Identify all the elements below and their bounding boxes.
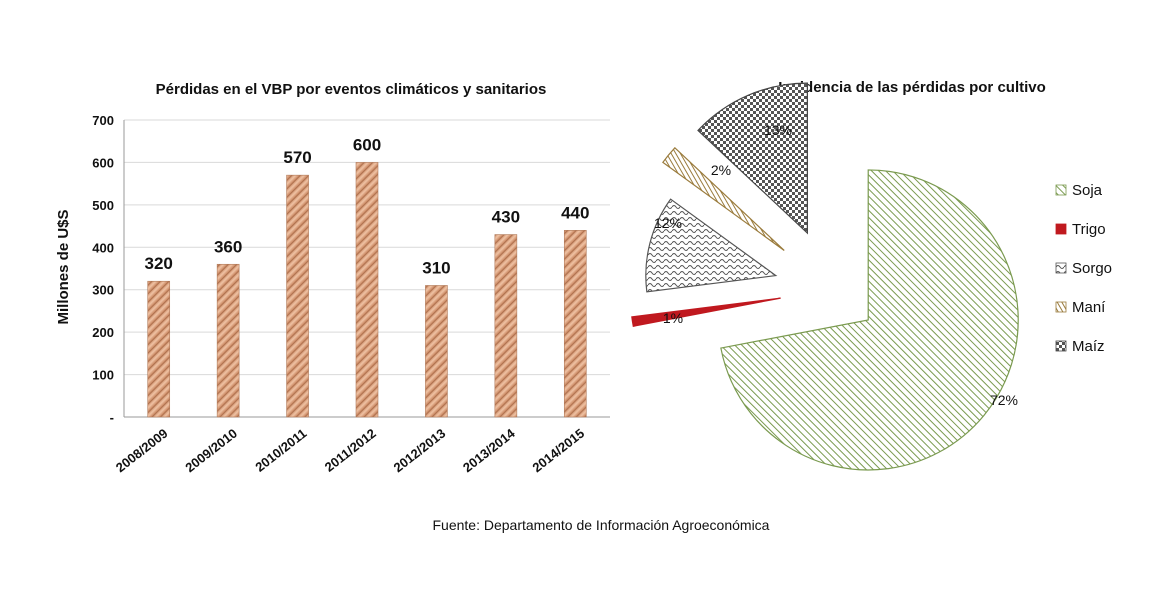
pie-slice-label: 1%	[663, 310, 683, 326]
y-tick-label: 100	[92, 368, 114, 383]
bar-2013/2014	[494, 234, 518, 418]
pie-slice-Trigo	[631, 297, 781, 327]
legend-swatch-Maní	[1055, 301, 1067, 313]
bar-2014/2015	[563, 230, 587, 418]
pie-chart-legend: Soja Trigo Sorgo Maní Maíz	[1055, 182, 1112, 355]
pie-slice-label: 2%	[711, 162, 731, 178]
bar-data-label: 310	[422, 258, 450, 277]
x-tick-label: 2009/2010	[182, 426, 240, 476]
x-tick-label: 2010/2011	[252, 426, 309, 475]
pie-slice-Soja	[720, 169, 1019, 471]
pie-slice-label: 13%	[764, 122, 792, 138]
bar-data-label: 570	[283, 148, 311, 167]
bar-chart-bars	[147, 162, 587, 418]
pie-chart: Incidencia de las pérdidas por cultivo 7…	[631, 79, 1112, 471]
y-tick-label: 300	[92, 283, 114, 298]
source-note: Fuente: Departamento de Información Agro…	[433, 517, 770, 533]
bar-data-label: 320	[145, 254, 173, 273]
bar-2011/2012	[355, 162, 379, 418]
bar-data-label: 440	[561, 203, 589, 222]
bar-2008/2009	[147, 280, 171, 418]
bar-data-label: 600	[353, 135, 381, 154]
x-tick-label: 2013/2014	[460, 425, 518, 475]
legend-swatch-Soja	[1055, 184, 1067, 196]
bar-chart-y-axis-label: Millones de U$S	[55, 209, 72, 324]
bar-2012/2013	[425, 285, 448, 418]
bar-chart-data-labels: 320 360 570 600 310 430 440	[145, 135, 590, 277]
legend-swatch-Trigo	[1055, 223, 1067, 235]
legend-label: Sorgo	[1072, 260, 1112, 277]
bar-2010/2011	[286, 174, 309, 418]
x-tick-label: 2008/2009	[113, 426, 171, 476]
y-tick-label: 600	[92, 155, 114, 170]
pie-slice-Maní	[662, 146, 785, 251]
legend-swatch-Sorgo	[1055, 262, 1067, 274]
y-tick-label: 700	[92, 113, 114, 128]
pie-slice-Maíz	[697, 82, 808, 235]
pie-chart-slice-labels: 72% 1% 12% 2% 13%	[654, 122, 1018, 408]
y-tick-label: 200	[92, 325, 114, 340]
y-tick-label: 400	[92, 240, 114, 255]
legend-label: Maní	[1072, 299, 1106, 316]
legend-label: Soja	[1072, 182, 1103, 199]
legend-label: Trigo	[1072, 221, 1106, 238]
bar-chart-y-axis: - 100 200 300 400 500 600 700	[92, 113, 114, 425]
y-tick-label: -	[110, 410, 114, 425]
bar-data-label: 360	[214, 237, 242, 256]
pie-slice-Sorgo	[645, 198, 778, 293]
pie-chart-title: Incidencia de las pérdidas por cultivo	[778, 79, 1046, 96]
bar-chart: Pérdidas en el VBP por eventos climático…	[55, 81, 610, 475]
pie-chart-slices	[631, 82, 1019, 471]
pie-slice-label: 12%	[654, 215, 682, 231]
bar-chart-title: Pérdidas en el VBP por eventos climático…	[156, 81, 547, 98]
x-tick-label: 2014/2015	[529, 426, 587, 476]
legend-label: Maíz	[1072, 338, 1105, 355]
pie-slice-label: 72%	[990, 392, 1018, 408]
legend-swatch-Maíz	[1055, 340, 1067, 352]
x-tick-label: 2011/2012	[322, 426, 379, 475]
bar-data-label: 430	[492, 208, 520, 227]
bar-2009/2010	[216, 263, 240, 418]
y-tick-label: 500	[92, 198, 114, 213]
bar-chart-x-axis: 2008/2009 2009/2010 2010/2011 2011/2012 2012…	[113, 425, 587, 475]
x-tick-label: 2012/2013	[391, 426, 449, 476]
